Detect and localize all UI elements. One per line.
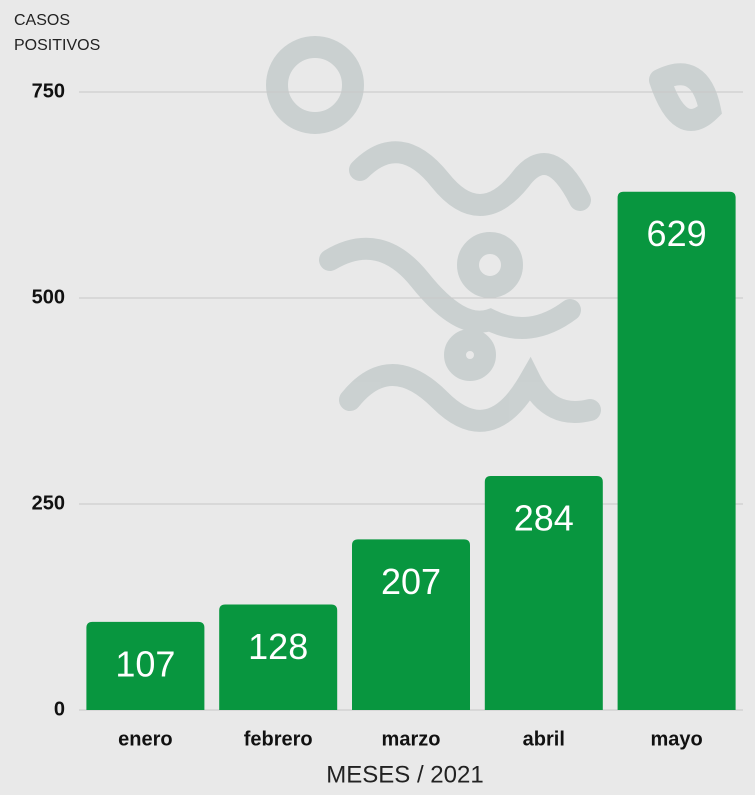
page: MESES / 2021 0 250 500 750 enero 107 febrero 12… [0, 0, 755, 795]
value-label: 629 [647, 213, 707, 254]
y-tick-label: 500 [32, 286, 65, 308]
y-tick-label: 0 [54, 698, 65, 720]
x-tick-label: febrero [244, 728, 313, 750]
y-tick-label: 750 [32, 80, 65, 102]
bar [618, 192, 736, 710]
x-tick-label: marzo [382, 728, 441, 750]
value-label: 207 [381, 561, 441, 602]
value-label: 107 [115, 643, 175, 684]
x-tick-label: enero [118, 728, 172, 750]
value-label: 128 [248, 626, 308, 667]
x-tick-label: mayo [650, 728, 702, 750]
y-tick-label: 250 [32, 492, 65, 514]
x-tick-label: abril [523, 728, 565, 750]
y-axis-title: CASOS POSITIVOS [14, 8, 134, 58]
value-label: 284 [514, 497, 574, 538]
x-axis-title: MESES / 2021 [326, 761, 483, 788]
chart: MESES / 2021 0 250 500 750 enero 107 febrero 12… [0, 0, 755, 795]
